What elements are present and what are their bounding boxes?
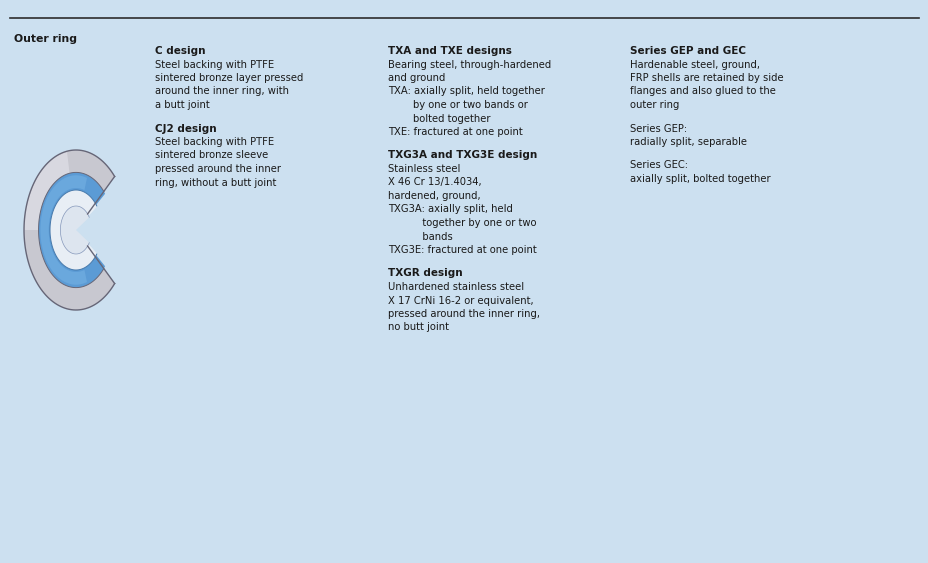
Text: TXG3E: fractured at one point: TXG3E: fractured at one point bbox=[388, 245, 536, 255]
Text: ring, without a butt joint: ring, without a butt joint bbox=[155, 177, 276, 187]
Text: pressed around the inner: pressed around the inner bbox=[155, 164, 280, 174]
Polygon shape bbox=[24, 150, 114, 310]
Polygon shape bbox=[50, 190, 97, 270]
Text: TXGR design: TXGR design bbox=[388, 269, 462, 279]
Text: sintered bronze sleeve: sintered bronze sleeve bbox=[155, 150, 268, 160]
Text: X 17 CrNi 16-2 or equivalent,: X 17 CrNi 16-2 or equivalent, bbox=[388, 296, 533, 306]
Text: sintered bronze layer pressed: sintered bronze layer pressed bbox=[155, 73, 303, 83]
Text: pressed around the inner ring,: pressed around the inner ring, bbox=[388, 309, 539, 319]
Text: FRP shells are retained by side: FRP shells are retained by side bbox=[629, 73, 783, 83]
Text: Hardenable steel, ground,: Hardenable steel, ground, bbox=[629, 60, 759, 69]
Text: a butt joint: a butt joint bbox=[155, 100, 210, 110]
Polygon shape bbox=[39, 172, 105, 288]
Text: TXE: fractured at one point: TXE: fractured at one point bbox=[388, 127, 522, 137]
Text: Stainless steel: Stainless steel bbox=[388, 164, 460, 174]
Text: Steel backing with PTFE: Steel backing with PTFE bbox=[155, 137, 274, 147]
Text: and ground: and ground bbox=[388, 73, 445, 83]
Text: Unhardened stainless steel: Unhardened stainless steel bbox=[388, 282, 523, 292]
Text: flanges and also glued to the: flanges and also glued to the bbox=[629, 87, 775, 96]
Text: TXA and TXE designs: TXA and TXE designs bbox=[388, 46, 511, 56]
Text: CJ2 design: CJ2 design bbox=[155, 123, 216, 133]
Text: outer ring: outer ring bbox=[629, 100, 678, 110]
Text: around the inner ring, with: around the inner ring, with bbox=[155, 87, 289, 96]
Text: radially split, separable: radially split, separable bbox=[629, 137, 746, 147]
Polygon shape bbox=[24, 152, 70, 230]
Text: TXG3A and TXG3E design: TXG3A and TXG3E design bbox=[388, 150, 536, 160]
Text: bands: bands bbox=[388, 231, 452, 242]
Text: together by one or two: together by one or two bbox=[388, 218, 536, 228]
Text: C design: C design bbox=[155, 46, 205, 56]
Text: bolted together: bolted together bbox=[388, 114, 490, 123]
Text: by one or two bands or: by one or two bands or bbox=[388, 100, 527, 110]
Text: Series GEP:: Series GEP: bbox=[629, 123, 687, 133]
Text: Outer ring: Outer ring bbox=[14, 34, 77, 44]
Text: axially split, bolted together: axially split, bolted together bbox=[629, 174, 770, 184]
Polygon shape bbox=[41, 175, 87, 285]
Text: hardened, ground,: hardened, ground, bbox=[388, 191, 480, 201]
Polygon shape bbox=[60, 206, 89, 254]
Text: TXG3A: axially split, held: TXG3A: axially split, held bbox=[388, 204, 512, 215]
Text: Series GEP and GEC: Series GEP and GEC bbox=[629, 46, 745, 56]
Text: Steel backing with PTFE: Steel backing with PTFE bbox=[155, 60, 274, 69]
Text: TXA: axially split, held together: TXA: axially split, held together bbox=[388, 87, 545, 96]
Text: X 46 Cr 13/1.4034,: X 46 Cr 13/1.4034, bbox=[388, 177, 481, 187]
Text: Series GEC:: Series GEC: bbox=[629, 160, 688, 171]
Text: Bearing steel, through-hardened: Bearing steel, through-hardened bbox=[388, 60, 550, 69]
Text: no butt joint: no butt joint bbox=[388, 323, 448, 333]
